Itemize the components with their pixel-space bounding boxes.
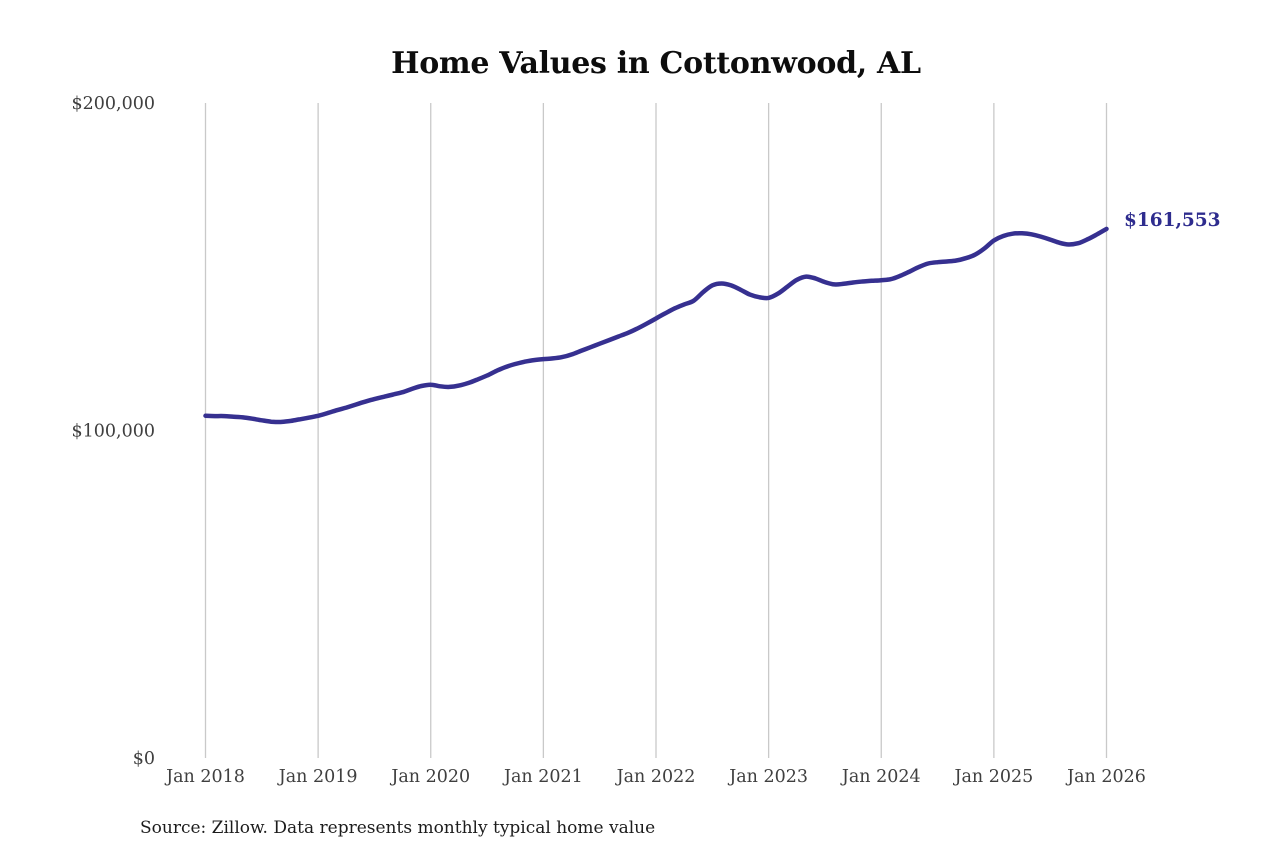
x-axis-tick-label: Jan 2023	[727, 767, 808, 787]
x-axis-tick-label: Jan 2020	[389, 767, 470, 787]
x-axis-tick-label: Jan 2022	[615, 767, 696, 787]
x-axis-tick-label: Jan 2021	[502, 767, 583, 787]
x-axis-tick-label: Jan 2024	[840, 767, 921, 787]
x-axis-tick-label: Jan 2026	[1065, 767, 1146, 787]
y-axis-tick-label: $200,000	[71, 94, 155, 114]
x-axis-tick-label: Jan 2018	[164, 767, 245, 787]
chart-title: Home Values in Cottonwood, AL	[391, 46, 921, 81]
x-axis-tick-labels: Jan 2018 Jan 2019 Jan 2020 Jan 2021 Jan 2022…	[164, 767, 1146, 787]
home-value-line	[203, 226, 1109, 425]
x-axis-tick-label: Jan 2025	[952, 767, 1033, 787]
y-axis-tick-labels: $0 $100,000 $200,000	[71, 94, 155, 769]
source-note: Source: Zillow. Data represents monthly …	[140, 818, 655, 838]
y-axis-tick-label: $0	[133, 749, 155, 769]
x-axis-tick-label: Jan 2019	[277, 767, 358, 787]
y-axis-tick-label: $100,000	[71, 422, 155, 442]
gridlines	[204, 103, 1108, 758]
final-value-label: $161,553	[1124, 210, 1221, 231]
